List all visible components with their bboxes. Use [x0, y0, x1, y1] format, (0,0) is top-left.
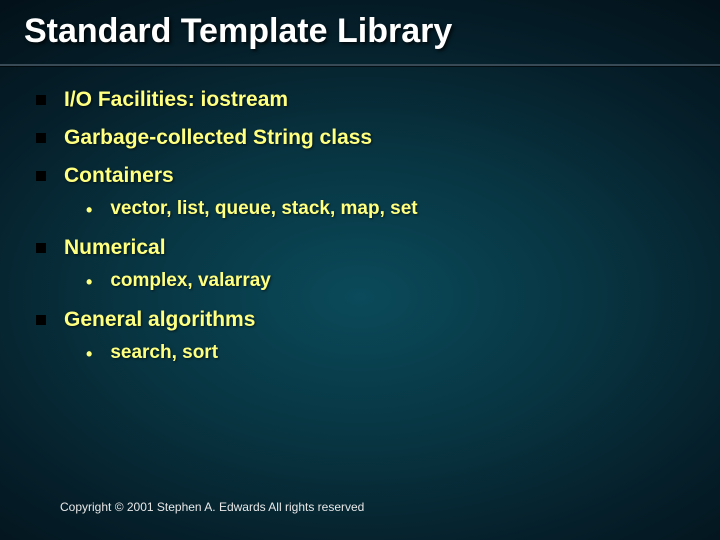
title-rule: [0, 64, 720, 66]
bullet-item: Containers: [36, 164, 684, 188]
square-bullet-icon: [36, 171, 46, 181]
copyright-footer: Copyright © 2001 Stephen A. Edwards All …: [60, 500, 364, 514]
bullet-text: I/O Facilities: iostream: [64, 88, 288, 112]
bullet-text: Numerical: [64, 236, 166, 260]
sub-bullet-text: search, sort: [110, 342, 218, 364]
content-area: I/O Facilities: iostream Garbage-collect…: [36, 88, 684, 380]
square-bullet-icon: [36, 315, 46, 325]
slide: Standard Template Library I/O Facilities…: [0, 0, 720, 540]
bullet-item: I/O Facilities: iostream: [36, 88, 684, 112]
bullet-text: Containers: [64, 164, 174, 188]
sub-bullet-item: • complex, valarray: [86, 270, 684, 294]
sub-bullet-item: • search, sort: [86, 342, 684, 366]
sub-bullet-text: vector, list, queue, stack, map, set: [110, 198, 417, 220]
bullet-text: Garbage-collected String class: [64, 126, 372, 150]
dot-bullet-icon: •: [86, 342, 92, 366]
sub-bullet-text: complex, valarray: [110, 270, 271, 292]
square-bullet-icon: [36, 133, 46, 143]
sub-bullet-item: • vector, list, queue, stack, map, set: [86, 198, 684, 222]
square-bullet-icon: [36, 243, 46, 253]
dot-bullet-icon: •: [86, 198, 92, 222]
bullet-item: Garbage-collected String class: [36, 126, 684, 150]
dot-bullet-icon: •: [86, 270, 92, 294]
bullet-item: Numerical: [36, 236, 684, 260]
slide-title: Standard Template Library: [24, 12, 452, 51]
square-bullet-icon: [36, 95, 46, 105]
bullet-item: General algorithms: [36, 308, 684, 332]
bullet-text: General algorithms: [64, 308, 255, 332]
